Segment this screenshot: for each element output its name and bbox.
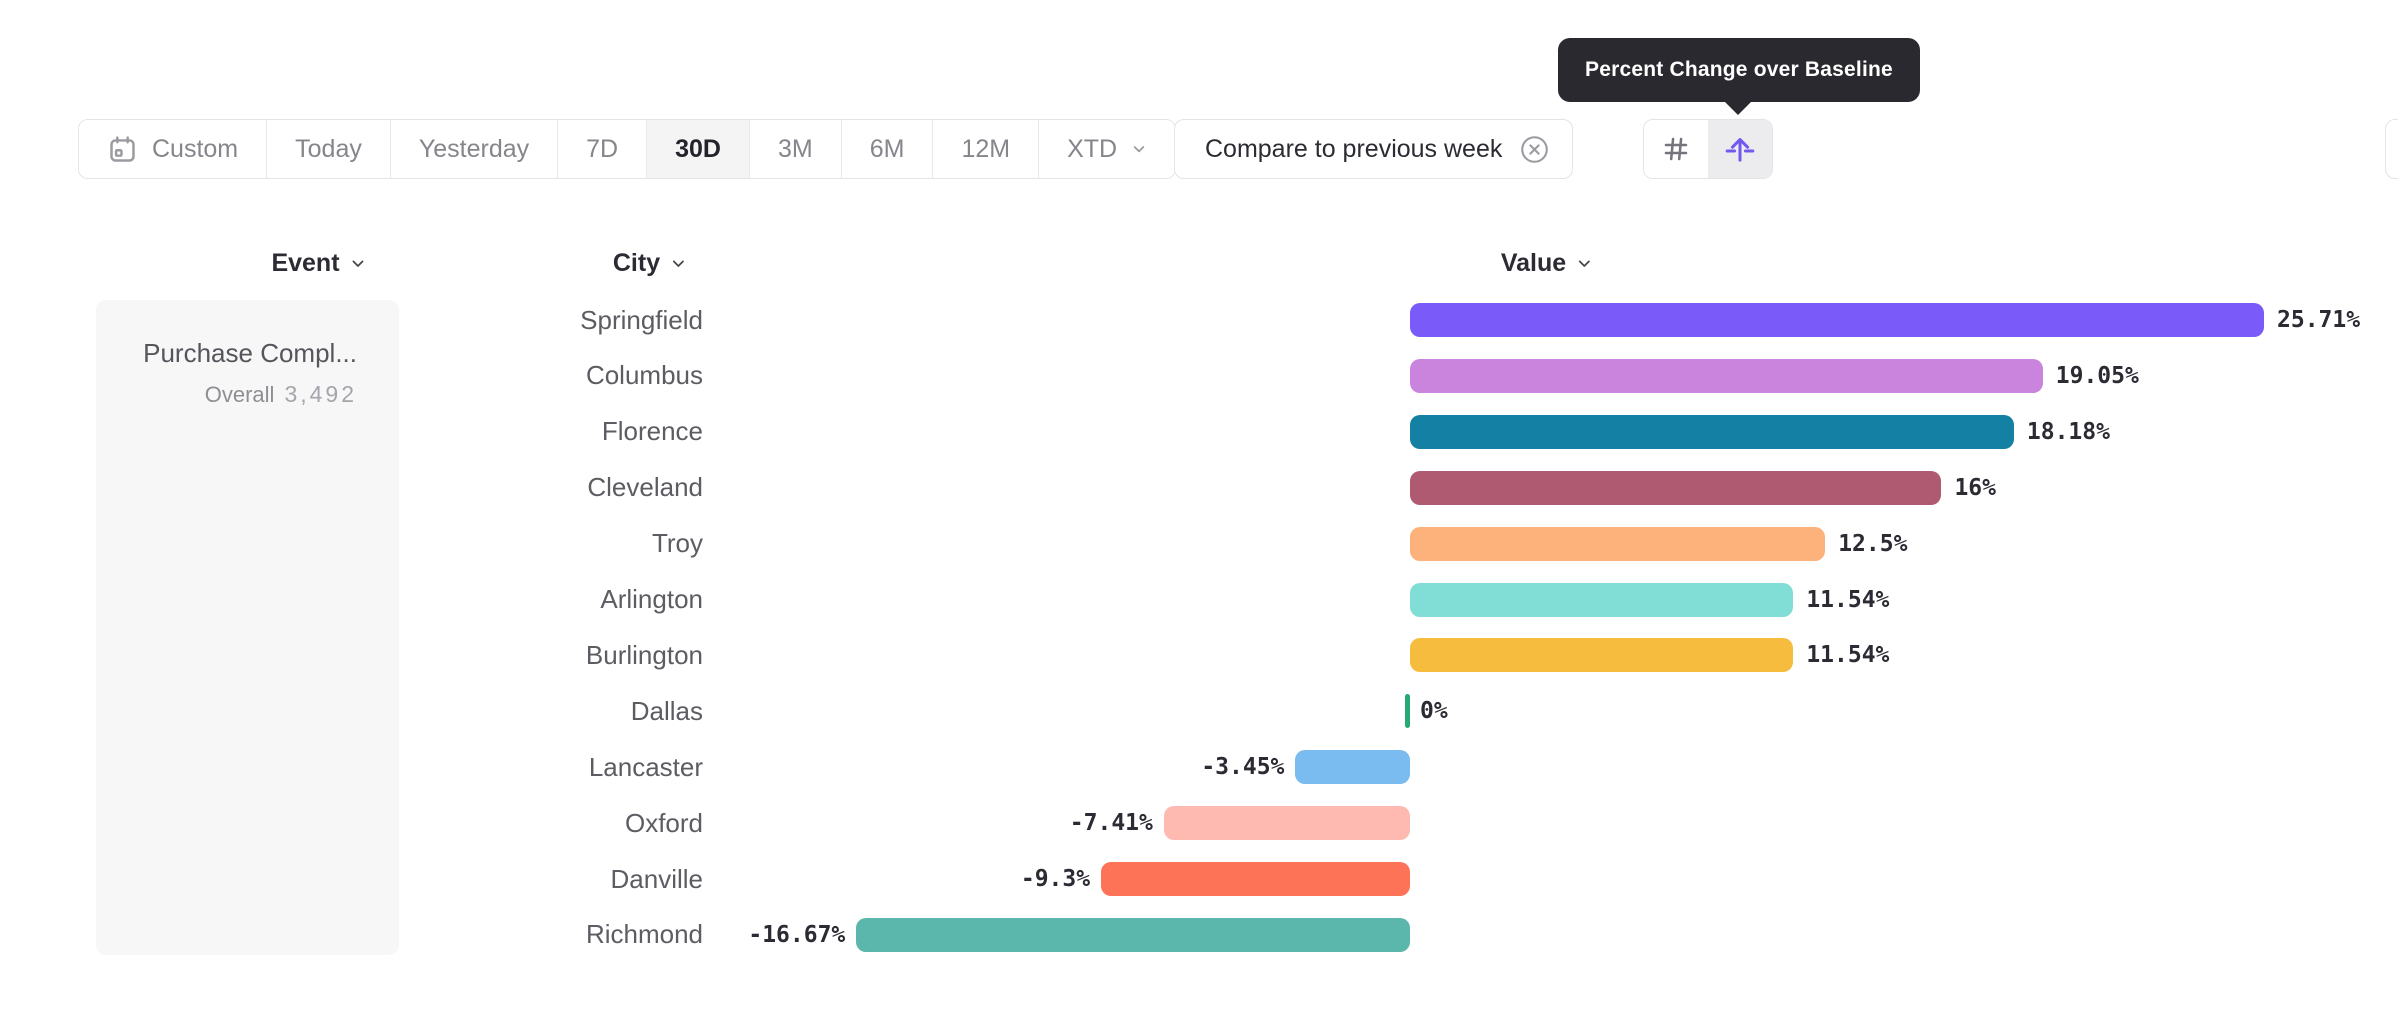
date-range-custom[interactable]: Custom	[79, 120, 268, 178]
value-label: 11.54%	[1806, 642, 1890, 669]
date-range-6m[interactable]: 6M	[841, 120, 934, 178]
value-label: 19.05%	[2055, 362, 2139, 389]
event-name: Purchase Compl...	[143, 338, 357, 368]
city-label: Richmond	[585, 919, 703, 950]
value-bar[interactable]	[1410, 470, 1942, 505]
date-range-label: 6M	[869, 134, 905, 163]
value-bar[interactable]	[1410, 526, 1826, 561]
date-range-label: 3M	[777, 134, 813, 163]
value-bar[interactable]	[1410, 638, 1794, 673]
calendar-icon	[107, 134, 138, 165]
compare-filter-pill[interactable]: Compare to previous week	[1174, 119, 1574, 179]
city-label: Columbus	[585, 360, 703, 391]
date-range-label: 30D	[675, 134, 721, 163]
event-overall: Overall 3,492	[96, 381, 357, 408]
bar-chart: Springfield 25.71% Columbus 19.05% Flore…	[0, 292, 2398, 972]
chevron-down-icon	[1131, 141, 1147, 157]
date-range-label: 7D	[586, 134, 619, 163]
value-label: -16.67%	[748, 921, 846, 948]
table-row: Florence 18.18%	[0, 404, 2398, 460]
date-range-today[interactable]: Today	[267, 120, 391, 178]
city-label: Springfield	[580, 304, 703, 335]
column-header-event-label: Event	[271, 248, 340, 277]
date-range-30d[interactable]: 30D	[647, 120, 750, 178]
city-label: Oxford	[624, 807, 703, 838]
date-range-segmented-control: Custom Today Yesterday	[78, 119, 1177, 179]
city-label: Danville	[610, 863, 704, 894]
city-label: Cleveland	[587, 472, 703, 503]
compare-label: Compare to previous week	[1205, 134, 1503, 163]
value-bar[interactable]	[1163, 806, 1410, 841]
table-row: Richmond -16.67%	[0, 907, 2398, 963]
clipped-edge-button[interactable]	[2385, 119, 2398, 179]
table-row: Burlington 11.54%	[0, 627, 2398, 683]
date-range-7d[interactable]: 7D	[558, 120, 648, 178]
value-label: 25.71%	[2277, 307, 2361, 333]
tooltip-text: Percent Change over Baseline	[1585, 58, 1893, 81]
date-range-label: Today	[295, 134, 362, 163]
column-header-value-label: Value	[1500, 248, 1567, 277]
column-header-city[interactable]: City	[613, 246, 687, 280]
value-bar[interactable]	[856, 917, 1410, 952]
value-bar[interactable]	[1101, 862, 1410, 896]
table-row: Arlington 11.54%	[0, 572, 2398, 628]
table-row: Danville -9.3%	[0, 851, 2398, 907]
value-bar[interactable]	[1410, 582, 1794, 617]
table-row: Lancaster -3.45%	[0, 739, 2398, 795]
table-row: Cleveland 16%	[0, 460, 2398, 516]
value-bar[interactable]	[1405, 694, 1410, 729]
date-range-label: Custom	[152, 134, 239, 163]
date-range-label: XTD	[1067, 134, 1118, 163]
event-panel[interactable]: Purchase Compl... Overall 3,492	[96, 300, 399, 955]
value-label: -3.45%	[1201, 754, 1285, 781]
tooltip-percent-change-over-baseline: Percent Change over Baseline	[1558, 38, 1920, 115]
date-range-label: 12M	[961, 134, 1011, 163]
column-header-value[interactable]: Value	[1501, 246, 1593, 280]
value-bar[interactable]	[1410, 303, 2264, 337]
date-range-xtd[interactable]: XTD	[1039, 120, 1176, 178]
chart-view-toggle-group	[1643, 119, 1773, 179]
table-row: Troy 12.5%	[0, 516, 2398, 572]
value-label: -7.41%	[1069, 810, 1153, 837]
date-range-label: Yesterday	[418, 134, 530, 163]
value-bar[interactable]	[1410, 358, 2043, 393]
table-row: Oxford -7.41%	[0, 795, 2398, 851]
value-label: 16%	[1954, 474, 1996, 501]
city-label: Troy	[651, 528, 703, 559]
table-row: Dallas 0%	[0, 683, 2398, 739]
chevron-down-icon	[1576, 255, 1593, 272]
number-format-button[interactable]	[1644, 120, 1708, 178]
value-bar[interactable]	[1410, 414, 2014, 449]
value-label: 0%	[1420, 698, 1448, 725]
tooltip-arrow	[1723, 100, 1753, 115]
city-label: Dallas	[630, 695, 703, 726]
column-header-city-label: City	[612, 248, 661, 277]
chevron-down-icon	[670, 255, 687, 272]
column-header-event[interactable]: Event	[271, 246, 366, 280]
baseline-arrow-icon	[1723, 132, 1757, 166]
city-label: Florence	[601, 416, 703, 447]
city-label: Arlington	[600, 584, 703, 614]
value-label: 18.18%	[2026, 418, 2110, 445]
table-row: Columbus 19.05%	[0, 348, 2398, 404]
value-label: -9.3%	[1020, 866, 1091, 892]
city-label: Lancaster	[588, 751, 703, 782]
table-row: Springfield 25.71%	[0, 292, 2398, 348]
value-label: 12.5%	[1838, 530, 1908, 557]
city-label: Burlington	[585, 639, 703, 670]
value-label: 11.54%	[1806, 586, 1890, 613]
date-range-12m[interactable]: 12M	[933, 120, 1040, 178]
value-bar[interactable]	[1295, 750, 1410, 785]
date-range-yesterday[interactable]: Yesterday	[390, 120, 559, 178]
chevron-down-icon	[350, 255, 367, 272]
percent-change-baseline-button[interactable]	[1708, 120, 1772, 178]
date-range-3m[interactable]: 3M	[749, 120, 842, 178]
overall-label: Overall	[204, 382, 275, 407]
hash-icon	[1660, 133, 1692, 165]
overall-value: 3,492	[284, 381, 357, 407]
x-circle-icon[interactable]	[1519, 134, 1550, 165]
